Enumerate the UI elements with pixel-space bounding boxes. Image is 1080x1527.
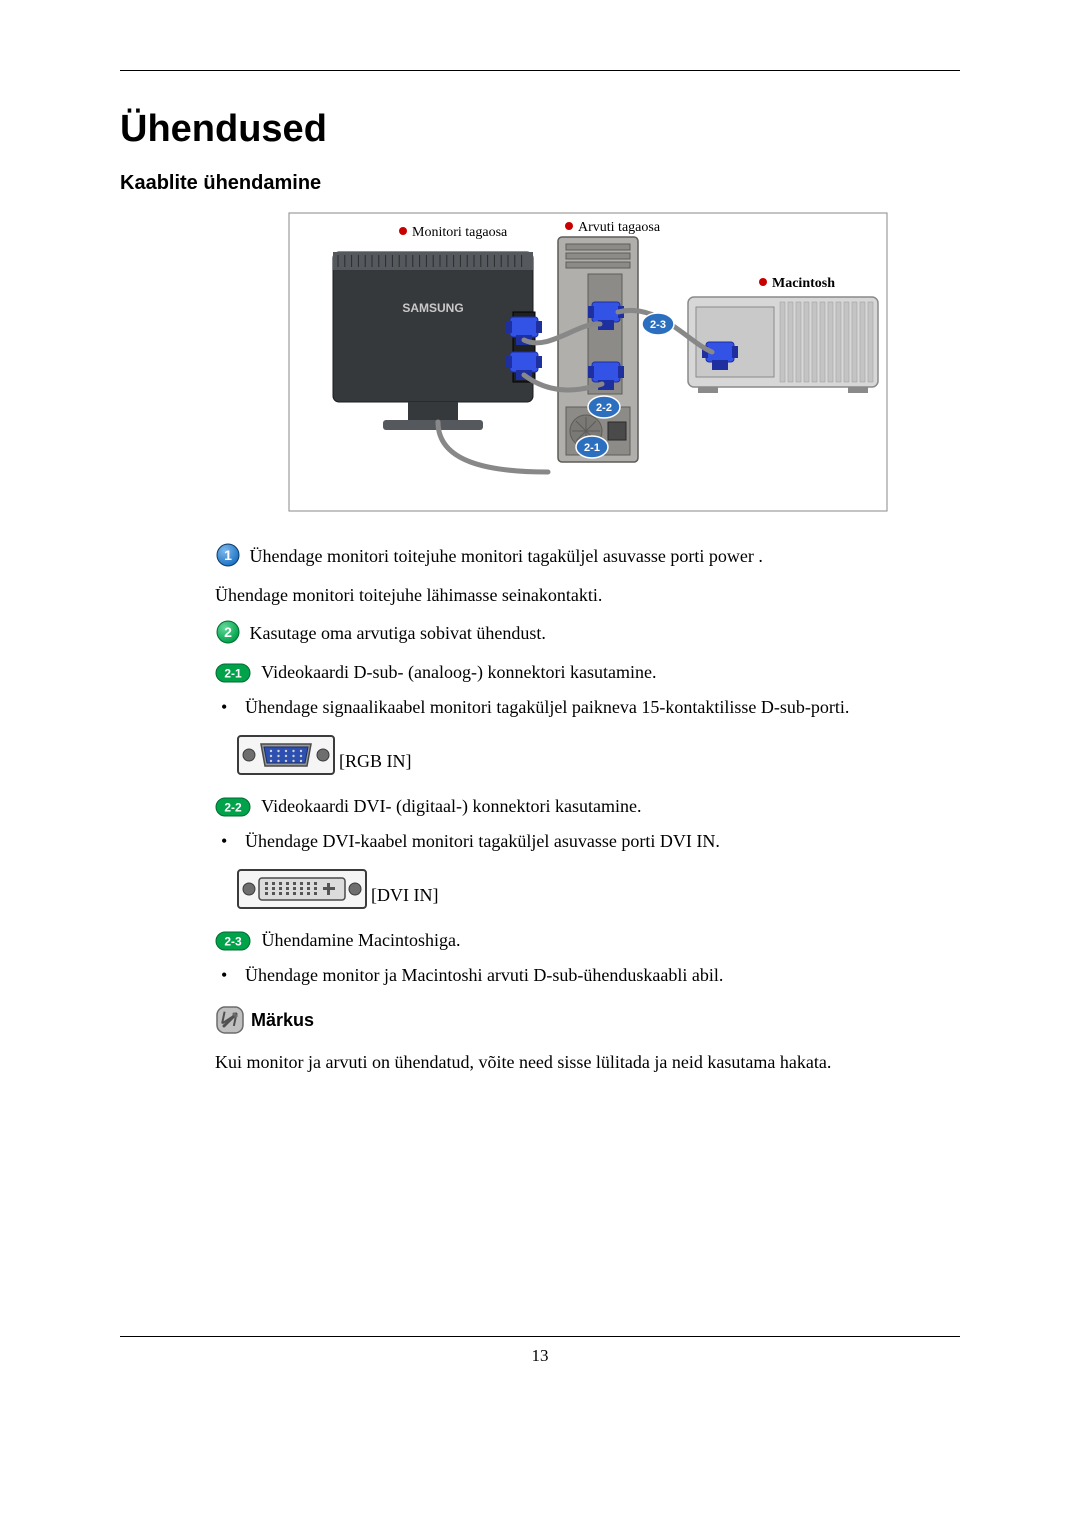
bottom-rule — [120, 1336, 960, 1337]
note-row: Märkus — [215, 1005, 960, 1035]
rgb-port-icon — [237, 735, 335, 775]
svg-text:2-3: 2-3 — [224, 935, 242, 949]
note-text: Kui monitor ja arvuti on ühendatud, võit… — [215, 1049, 960, 1076]
substep-2-3-icon: 2-3 — [215, 931, 251, 951]
dvi-port-label: [DVI IN] — [371, 882, 438, 909]
content-block: Monitori tagaosa Arvuti tagaosa Macintosh S… — [215, 212, 960, 1076]
dvi-port-icon — [237, 869, 367, 909]
svg-text:1: 1 — [224, 547, 232, 563]
step-1: 1 Ühendage monitori toitejuhe monitori t… — [215, 542, 960, 570]
note-label: Märkus — [251, 1007, 314, 1034]
step-2-icon: 2 — [215, 619, 241, 645]
connection-diagram: Monitori tagaosa Arvuti tagaosa Macintosh S… — [288, 212, 888, 512]
substep-2-1: 2-1 Videokaardi D-sub- (analoog-) konnek… — [215, 659, 960, 686]
rgb-port-label: [RGB IN] — [339, 748, 412, 775]
svg-text:Monitori tagaosa: Monitori tagaosa — [412, 225, 508, 240]
svg-text:2-2: 2-2 — [224, 801, 242, 815]
note-icon — [215, 1005, 245, 1035]
step-2: 2 Kasutage oma arvutiga sobivat ühendust… — [215, 619, 960, 647]
page-title: Ühendused — [120, 101, 960, 158]
bullet-dot: • — [215, 828, 245, 855]
bullet-2-3: • Ühendage monitor ja Macintoshi arvuti … — [215, 962, 960, 989]
substep-2-2-text: Videokaardi DVI- (digitaal-) konnektori … — [257, 796, 641, 816]
bullet-dot: • — [215, 962, 245, 989]
bullet-2-3-text: Ühendage monitor ja Macintoshi arvuti D-… — [245, 962, 960, 989]
svg-text:2-1: 2-1 — [224, 667, 242, 681]
bullet-2-1-text: Ühendage signaalikaabel monitori tagakül… — [245, 694, 960, 721]
substep-2-1-icon: 2-1 — [215, 663, 251, 683]
bullet-2-2: • Ühendage DVI-kaabel monitori tagakülje… — [215, 828, 960, 855]
svg-text:Macintosh: Macintosh — [772, 276, 835, 291]
page-number: 13 — [120, 1343, 960, 1369]
svg-text:2-1: 2-1 — [584, 442, 600, 454]
dvi-port-row: [DVI IN] — [237, 869, 960, 909]
bullet-2-2-text: Ühendage DVI-kaabel monitori tagaküljel … — [245, 828, 960, 855]
bullet-dot: • — [215, 694, 245, 721]
step-1-text: Ühendage monitori toitejuhe monitori tag… — [250, 546, 763, 566]
svg-text:2-3: 2-3 — [650, 319, 666, 331]
substep-2-3: 2-3 Ühendamine Macintoshiga. — [215, 927, 960, 954]
step-1-icon: 1 — [215, 542, 241, 568]
svg-text:SAMSUNG: SAMSUNG — [402, 301, 463, 315]
bullet-2-1: • Ühendage signaalikaabel monitori tagak… — [215, 694, 960, 721]
page-subtitle: Kaablite ühendamine — [120, 168, 960, 198]
rgb-port-row: [RGB IN] — [237, 735, 960, 775]
svg-text:Arvuti tagaosa: Arvuti tagaosa — [578, 220, 661, 235]
step-1-sub: Ühendage monitori toitejuhe lähimasse se… — [215, 582, 960, 609]
substep-2-3-text: Ühendamine Macintoshiga. — [257, 930, 460, 950]
top-rule — [120, 70, 960, 71]
svg-text:2: 2 — [224, 624, 232, 640]
step-2-text: Kasutage oma arvutiga sobivat ühendust. — [250, 623, 546, 643]
substep-2-1-text: Videokaardi D-sub- (analoog-) konnektori… — [257, 662, 656, 682]
substep-2-2-icon: 2-2 — [215, 797, 251, 817]
substep-2-2: 2-2 Videokaardi DVI- (digitaal-) konnekt… — [215, 793, 960, 820]
svg-text:2-2: 2-2 — [596, 402, 612, 414]
